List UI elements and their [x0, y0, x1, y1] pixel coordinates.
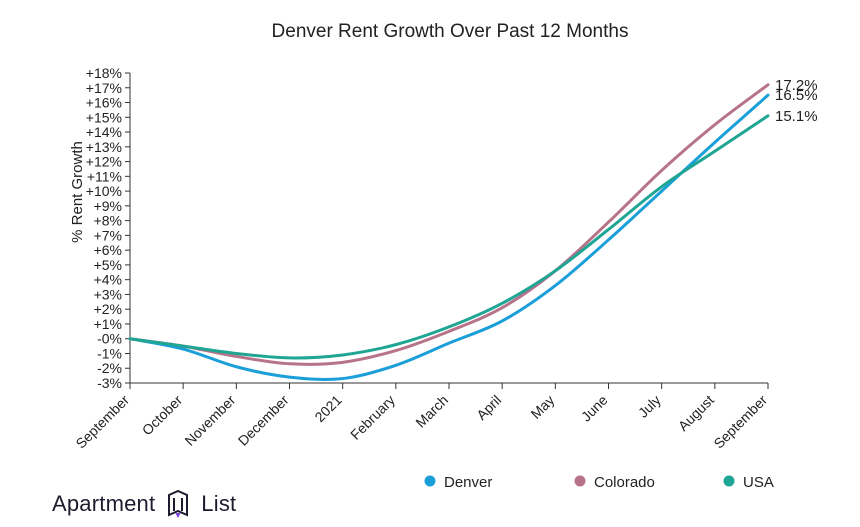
x-tick-label: July [635, 392, 664, 421]
x-tick-label: March [412, 392, 451, 431]
legend: Denver Colorado USA [424, 474, 774, 491]
x-tick-label: April [473, 392, 504, 423]
y-tick-label: +1% [94, 316, 122, 332]
y-tick-label: +10% [86, 183, 122, 199]
brand-name-right: List [201, 491, 237, 516]
end-label-denver: 16.5% [775, 87, 818, 104]
series-line-denver [128, 93, 770, 381]
x-tick-label: August [675, 392, 717, 434]
legend-marker-colorado [574, 475, 586, 487]
legend-label-colorado: Colorado [594, 474, 655, 491]
chart-title: Denver Rent Growth Over Past 12 Months [272, 21, 629, 42]
end-label-colorado: 17.2% [775, 77, 818, 94]
y-tick-label: +13% [86, 139, 122, 155]
series-lines [128, 83, 770, 381]
y-tick-label: +2% [94, 301, 122, 317]
apartment-list-logo-icon [168, 489, 189, 519]
legend-marker-denver [424, 475, 436, 487]
x-tick-label: November [181, 392, 238, 449]
y-tick-label: +5% [94, 257, 122, 273]
y-tick-label: +6% [94, 242, 122, 258]
x-tick-label: September [710, 392, 770, 452]
x-tick-label: December [235, 392, 292, 449]
axes: -3%-2%-1%-0%+1%+2%+3%+4%+5%+6%+7%+8%+9%+… [72, 65, 770, 452]
legend-label-denver: Denver [444, 474, 492, 491]
x-tick-label: May [527, 392, 557, 422]
series-line-usa [128, 114, 770, 360]
y-tick-label: +3% [94, 286, 122, 302]
y-tick-label: -2% [97, 360, 122, 376]
x-tick-label: 2021 [311, 392, 344, 425]
end-labels: 16.5%17.2% 15.1% [775, 77, 818, 125]
y-tick-label: +12% [86, 154, 122, 170]
y-tick-label: +8% [94, 213, 122, 229]
x-tick-label: June [578, 392, 611, 425]
y-tick-label: +16% [86, 95, 122, 111]
y-tick-label: +17% [86, 80, 122, 96]
brand-logo: Apartment List [52, 489, 236, 519]
y-tick-label: +4% [94, 272, 122, 288]
y-tick-label: -3% [97, 375, 122, 391]
y-tick-label: +9% [94, 198, 122, 214]
y-tick-label: +18% [86, 65, 122, 81]
y-tick-label: +14% [86, 124, 122, 140]
y-tick-label: -0% [97, 331, 122, 347]
legend-label-usa: USA [743, 474, 774, 491]
series-line-colorado [128, 83, 770, 366]
x-tick-label: September [72, 392, 132, 452]
legend-marker-usa [723, 475, 735, 487]
y-tick-label: +7% [94, 227, 122, 243]
y-tick-label: -1% [97, 345, 122, 361]
y-tick-label: +11% [87, 168, 122, 184]
x-tick-label: February [347, 392, 398, 443]
end-label-usa: 15.1% [775, 108, 818, 125]
brand-name-left: Apartment [52, 491, 156, 516]
y-axis-title: % Rent Growth [69, 141, 86, 243]
y-tick-label: +15% [86, 109, 122, 125]
x-tick-label: October [139, 392, 186, 439]
